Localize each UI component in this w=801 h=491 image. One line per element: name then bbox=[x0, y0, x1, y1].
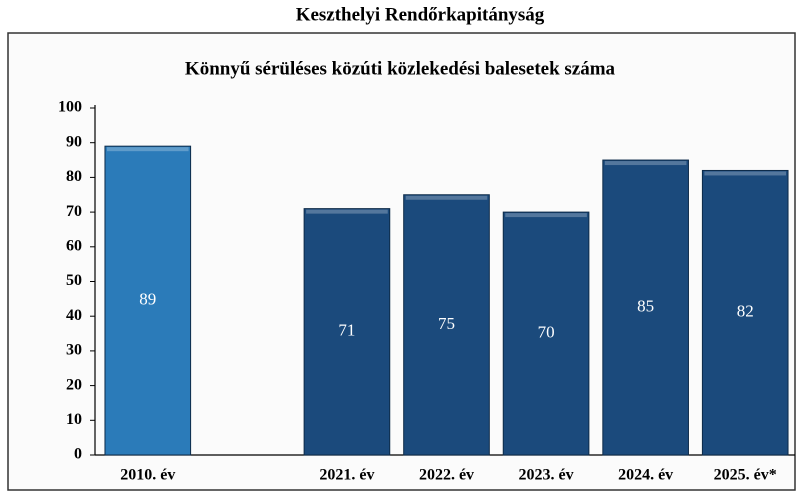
bar bbox=[104, 145, 192, 456]
y-tick-label: 10 bbox=[66, 411, 82, 428]
chart-subtitle: Könnyű sérüléses közúti közlekedési bale… bbox=[185, 58, 616, 79]
value-label: 82 bbox=[737, 302, 754, 321]
chart-title: Keszthelyi Rendőrkapitányság bbox=[296, 4, 545, 25]
x-tick-label: 2010. év bbox=[120, 467, 175, 484]
bar bbox=[303, 208, 391, 456]
bar-highlight bbox=[405, 195, 488, 200]
y-tick-label: 90 bbox=[66, 133, 82, 150]
bar-highlight bbox=[505, 213, 587, 218]
x-tick-label: 2023. év bbox=[519, 467, 574, 484]
y-tick-label: 20 bbox=[66, 376, 82, 393]
y-tick-label: 70 bbox=[66, 203, 82, 220]
value-label: 70 bbox=[538, 322, 555, 341]
x-tick-label: 2024. év bbox=[618, 467, 673, 484]
y-tick-label: 50 bbox=[66, 272, 82, 289]
y-tick-label: 40 bbox=[66, 307, 82, 324]
y-tick-label: 30 bbox=[66, 342, 82, 359]
value-label: 75 bbox=[438, 314, 455, 333]
x-tick-label: 2025. év* bbox=[714, 467, 777, 484]
value-label: 71 bbox=[338, 321, 355, 340]
bar-highlight bbox=[106, 147, 189, 152]
bar-highlight bbox=[306, 209, 388, 214]
y-tick-label: 0 bbox=[74, 446, 82, 463]
bar bbox=[602, 159, 689, 456]
bar bbox=[403, 194, 490, 456]
x-tick-label: 2021. év bbox=[319, 467, 374, 484]
y-tick-label: 100 bbox=[58, 99, 82, 116]
bar bbox=[701, 169, 789, 456]
x-tick-label: 2022. év bbox=[419, 467, 474, 484]
y-tick-label: 80 bbox=[66, 168, 82, 185]
y-tick-label: 60 bbox=[66, 237, 82, 254]
value-label: 89 bbox=[139, 289, 156, 308]
bar-highlight bbox=[604, 161, 687, 166]
bar-highlight bbox=[704, 171, 787, 176]
value-label: 85 bbox=[637, 296, 654, 315]
bar bbox=[502, 211, 590, 456]
